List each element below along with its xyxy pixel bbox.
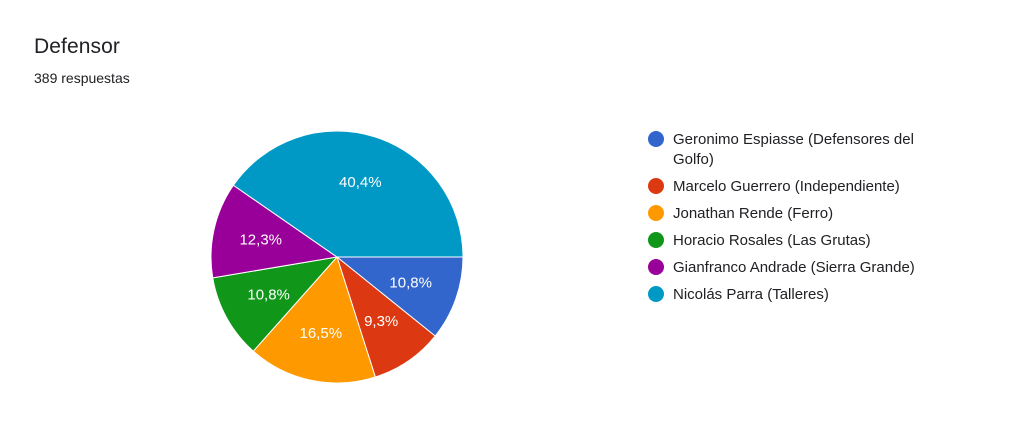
pie-slice bbox=[210, 184, 339, 279]
legend-item: Nicolás Parra (Talleres) bbox=[648, 285, 958, 305]
pie-slice bbox=[252, 256, 376, 384]
chart-title: Defensor bbox=[34, 35, 121, 58]
legend-swatch-icon bbox=[648, 232, 664, 248]
legend-label: Marcelo Guerrero (Independiente) bbox=[673, 178, 900, 195]
legend-item: Gianfranco Andrade (Sierra Grande) bbox=[648, 258, 958, 278]
slice-data-label: 10,8% bbox=[389, 274, 432, 291]
slice-data-label: 40,4% bbox=[339, 174, 382, 191]
pie-slice bbox=[232, 130, 464, 258]
legend-label: Nicolás Parra (Talleres) bbox=[673, 286, 829, 303]
legend-label: Horacio Rosales (Las Grutas) bbox=[673, 232, 871, 249]
slice-data-label: 9,3% bbox=[364, 313, 398, 330]
legend-item: Geronimo Espiasse (Defensores del Golfo) bbox=[648, 130, 958, 170]
legend-label: Geronimo Espiasse (Defensores del Golfo) bbox=[673, 131, 914, 168]
legend-item: Marcelo Guerrero (Independiente) bbox=[648, 177, 958, 197]
legend-item: Horacio Rosales (Las Grutas) bbox=[648, 231, 958, 251]
pie-slice bbox=[212, 256, 339, 352]
legend-label: Gianfranco Andrade (Sierra Grande) bbox=[673, 259, 915, 276]
legend-swatch-icon bbox=[648, 205, 664, 221]
legend-swatch-icon bbox=[648, 286, 664, 302]
slice-data-label: 10,8% bbox=[247, 286, 290, 303]
pie-slice bbox=[335, 256, 464, 337]
slice-data-label: 16,5% bbox=[300, 325, 343, 342]
legend-label: Jonathan Rende (Ferro) bbox=[673, 205, 834, 222]
legend-swatch-icon bbox=[648, 131, 664, 147]
legend-item: Jonathan Rende (Ferro) bbox=[648, 204, 958, 224]
slice-data-label: 12,3% bbox=[239, 231, 282, 248]
legend-swatch-icon bbox=[648, 259, 664, 275]
legend-swatch-icon bbox=[648, 178, 664, 194]
response-count: 389 respuestas bbox=[34, 70, 130, 86]
chart-legend: Geronimo Espiasse (Defensores del Golfo)… bbox=[648, 130, 958, 312]
